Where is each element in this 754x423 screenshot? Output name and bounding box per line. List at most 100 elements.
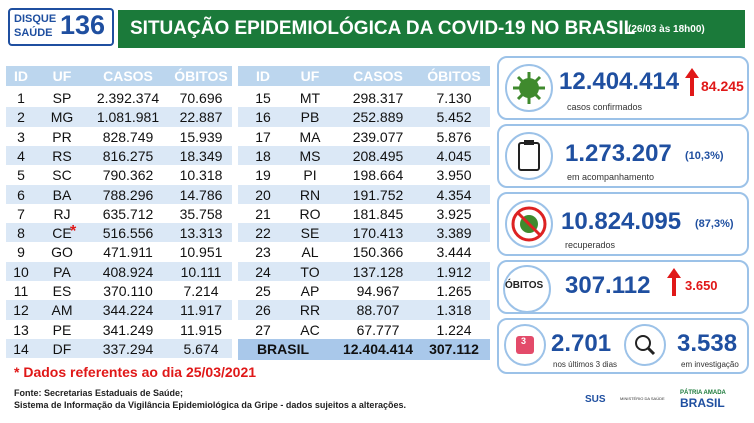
table-cell: RJ xyxy=(53,205,71,222)
table-cell: 16 xyxy=(255,109,271,126)
table-cell: 790.362 xyxy=(102,167,154,184)
icon-calendar xyxy=(504,324,546,366)
table-row xyxy=(238,126,490,146)
table-row xyxy=(6,145,232,166)
table-row xyxy=(238,184,490,204)
table-cell: MA xyxy=(299,128,321,145)
table-cell: 23 xyxy=(255,244,271,261)
table-cell: 11.915 xyxy=(180,321,222,338)
monitoring-pct: (10,3%) xyxy=(685,150,724,162)
table-row xyxy=(6,300,232,320)
table-cell: 13.313 xyxy=(179,225,223,242)
table-cell: 252.889 xyxy=(352,109,404,126)
table-cell: 3.950 xyxy=(436,167,472,184)
arrow-up xyxy=(667,268,681,296)
table-row xyxy=(6,184,232,204)
table-cell: 8 xyxy=(17,225,25,242)
table-row xyxy=(6,319,232,339)
table-row xyxy=(238,281,490,301)
table-cell: 181.845 xyxy=(352,205,404,222)
table-cell: 25 xyxy=(255,283,271,299)
card-recovered: 10.824.095 (87,3%) recuperados xyxy=(497,192,749,256)
table-cell: MS xyxy=(299,147,321,164)
table-cell: RN xyxy=(299,186,321,203)
table-row xyxy=(238,223,490,243)
table-cell: 471.911 xyxy=(103,244,153,261)
table-cell: 1.224 xyxy=(436,321,472,338)
table-cell: 35.758 xyxy=(179,205,223,222)
table-cell: 816.275 xyxy=(102,147,154,164)
table-left: ID UF CASOS ÓBITOS 1 SP 2.392.374 70.696 2 MG 1.08… xyxy=(6,66,232,359)
confirmed-new: 84.245 xyxy=(701,78,744,94)
table-row xyxy=(6,338,232,359)
column-header: UF xyxy=(52,68,72,84)
table-cell: 11.917 xyxy=(180,302,222,319)
table-cell: PE xyxy=(52,321,72,338)
asterisk: * xyxy=(70,223,77,241)
monitoring-value: 1.273.207 xyxy=(565,140,672,167)
table-cell: 20 xyxy=(255,186,271,203)
column-header: ÓBITOS xyxy=(427,68,481,84)
table-cell: RS xyxy=(52,147,72,164)
table-cell: 370.110 xyxy=(103,283,153,299)
table-row xyxy=(238,300,490,320)
icon-no-virus xyxy=(505,200,553,248)
table-cell: 1 xyxy=(17,90,25,106)
table-cell: 7.130 xyxy=(436,90,472,106)
table-cell: ES xyxy=(52,283,72,299)
card-monitoring: 1.273.207 (10,3%) em acompanhamento xyxy=(497,124,749,188)
header-row xyxy=(238,66,490,86)
table-right: ID UF CASOS ÓBITOS 15 MT 298.317 7.130 16 PB 252.8… xyxy=(238,66,490,361)
table-cell: AC xyxy=(300,321,320,338)
deaths-badge: ÓBITOS xyxy=(505,280,544,291)
table-cell: PI xyxy=(303,167,317,184)
table-cell: 408.924 xyxy=(102,263,154,280)
deaths-value: 307.112 xyxy=(565,272,651,299)
table-row xyxy=(6,281,232,301)
table-cell: 170.413 xyxy=(352,225,404,242)
table-cell: 1.081.981 xyxy=(96,109,160,126)
table-cell: AL xyxy=(301,244,319,261)
table-cell: 788.296 xyxy=(102,186,154,203)
table-row xyxy=(238,165,490,185)
table-row xyxy=(238,203,490,224)
icon-search xyxy=(624,324,666,366)
table-cell: 70.696 xyxy=(179,90,223,106)
card-recent: 3 2.701 nos últimos 3 dias 3.538 em inve… xyxy=(497,318,749,374)
table-cell: 6 xyxy=(17,186,25,203)
title-bar: SITUAÇÃO EPIDEMIOLÓGICA DA COVID-19 NO B… xyxy=(118,10,745,48)
table-cell: 13 xyxy=(13,321,29,338)
icon-virus xyxy=(505,64,553,112)
table-cell: 11 xyxy=(13,283,29,299)
investigation-label: em investigação xyxy=(681,360,739,369)
table-cell: 198.664 xyxy=(352,167,404,184)
table-cell: CE xyxy=(52,225,72,242)
table-cell: 5.674 xyxy=(183,340,219,357)
table-row xyxy=(6,261,232,281)
table-cell: 5.452 xyxy=(436,109,472,126)
table-cell: RR xyxy=(299,302,321,319)
recovered-pct: (87,3%) xyxy=(695,218,734,230)
table-cell: 5.876 xyxy=(436,128,472,145)
table-cell: 4 xyxy=(17,147,25,164)
logo-gov: BRASIL xyxy=(680,396,725,410)
table-cell: 4.354 xyxy=(436,186,472,203)
table-cell: AP xyxy=(300,283,320,299)
total-cell: 307.112 xyxy=(429,340,479,357)
table-cell: 1.265 xyxy=(436,283,472,299)
table-cell: SE xyxy=(300,225,320,242)
table-row xyxy=(6,203,232,224)
column-header: ID xyxy=(14,68,28,84)
footer-note: * Dados referentes ao dia 25/03/2021 xyxy=(14,364,257,380)
arrow-up xyxy=(685,68,699,96)
investigation-value: 3.538 xyxy=(677,330,738,357)
recent-label: nos últimos 3 dias xyxy=(553,360,618,369)
logo-text: SAÚDE xyxy=(14,27,53,39)
table-cell: 94.967 xyxy=(356,283,400,299)
column-header: CASOS xyxy=(103,68,153,84)
table-row xyxy=(238,107,490,127)
table-cell: AM xyxy=(51,302,73,319)
confirmed-label: casos confirmados xyxy=(567,102,643,112)
table-row xyxy=(6,126,232,146)
